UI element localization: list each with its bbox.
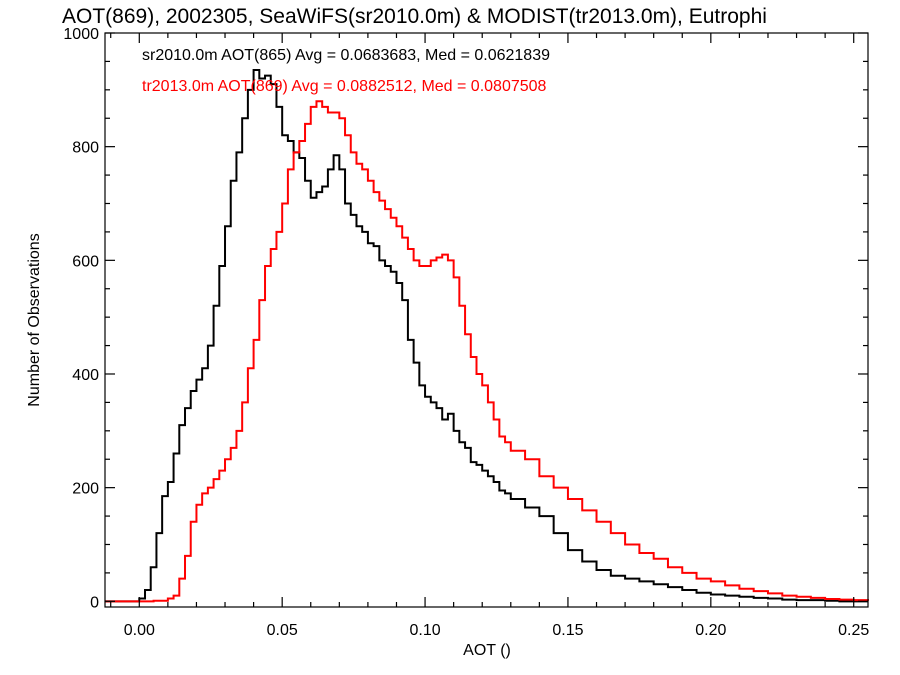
x-tick-label: 0.20 — [695, 622, 726, 639]
y-tick-label: 1000 — [63, 26, 99, 43]
x-tick-label: 0.10 — [409, 622, 440, 639]
plot-frame — [104, 32, 869, 608]
y-axis-label: Number of Observations — [26, 233, 43, 406]
series-line-0 — [105, 68, 868, 603]
x-tick-label: 0.05 — [267, 622, 298, 639]
x-tick-label: 0.25 — [838, 622, 869, 639]
series-layer — [105, 68, 869, 603]
legend-series-black: sr2010.0m AOT(865) Avg = 0.0683683, Med … — [142, 47, 550, 64]
x-tick-label: 0.00 — [124, 622, 155, 639]
x-tick-label: 0.15 — [552, 622, 583, 639]
x-axis-label: AOT () — [463, 642, 511, 659]
y-tick-label: 800 — [72, 140, 99, 157]
y-tick-label: 400 — [72, 367, 99, 384]
y-tick-label: 600 — [72, 253, 99, 270]
legend-series-red: tr2013.0m AOT(869) Avg = 0.0882512, Med … — [142, 78, 547, 95]
plot-area: 0.00 0.05 0.10 0.15 0.20 0.25 0 200 400 600 800 100… — [63, 26, 869, 639]
series-line-1 — [105, 100, 869, 603]
y-tick-label: 200 — [72, 481, 99, 498]
chart-title: AOT(869), 2002305, SeaWiFS(sr2010.0m) & … — [62, 5, 767, 28]
y-tick-label: 0 — [90, 594, 99, 611]
tick-layer: 0.00 0.05 0.10 0.15 0.20 0.25 0 200 400 600 800 100… — [63, 26, 869, 639]
